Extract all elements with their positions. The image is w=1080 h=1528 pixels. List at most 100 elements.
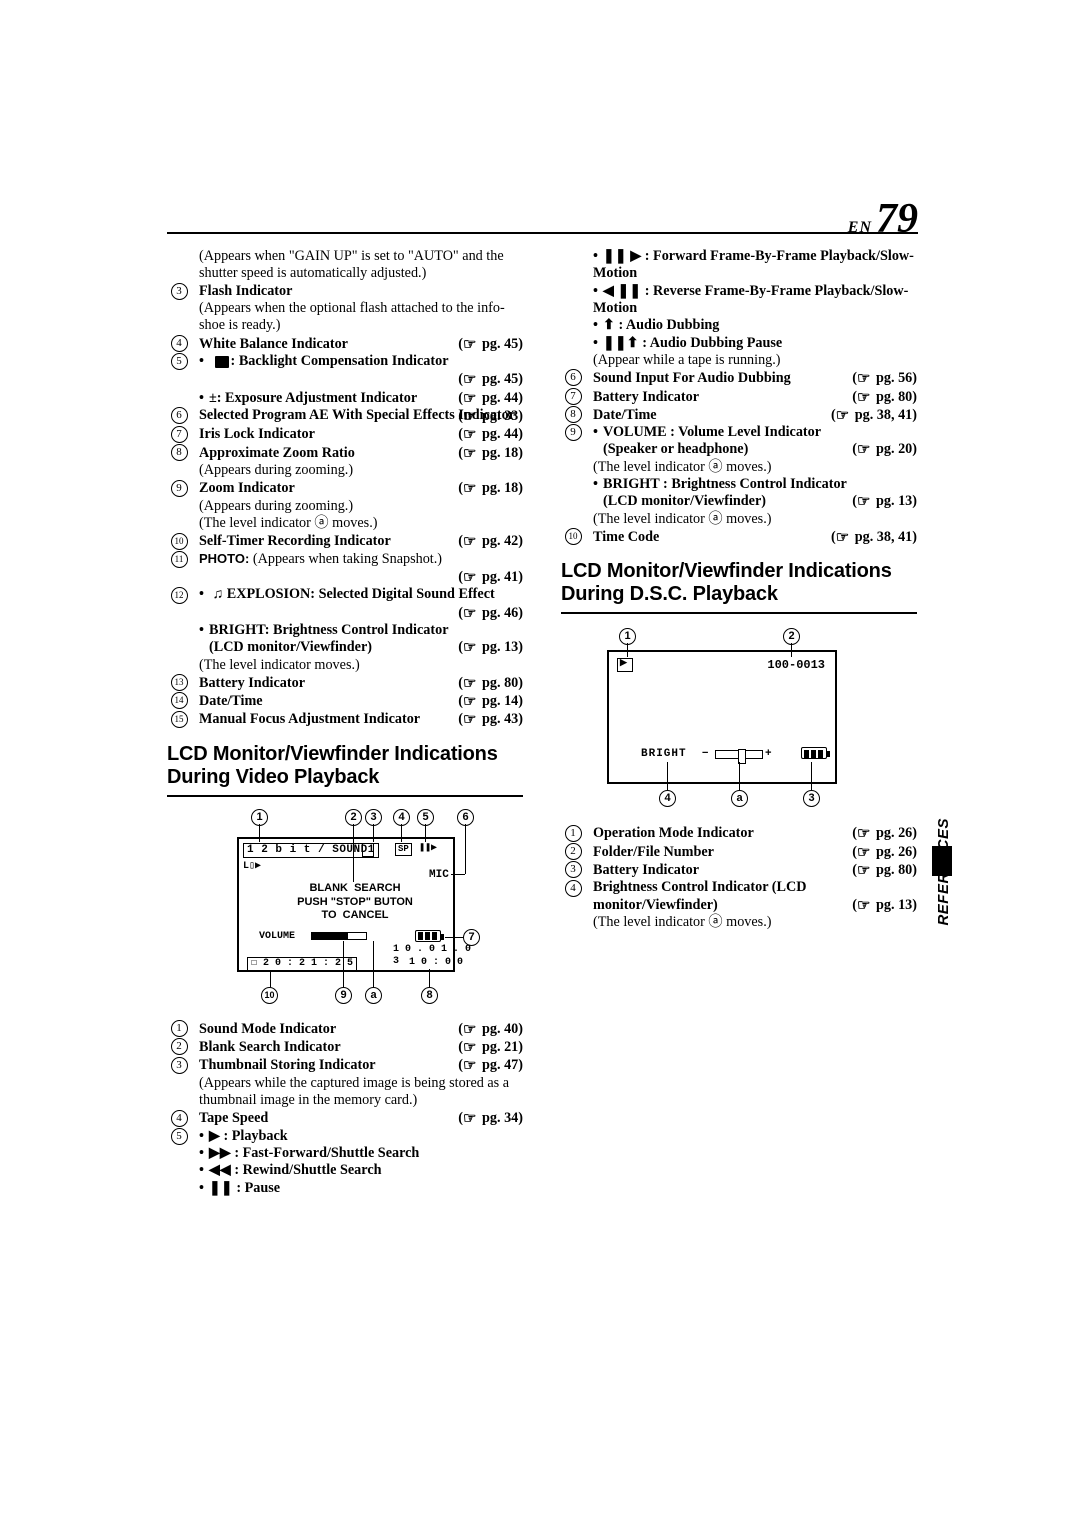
cont-dub: ⬆ : Audio Dubbing	[593, 317, 719, 333]
r-bright-pg: pg. 13	[876, 493, 912, 509]
music-icon: ♫	[213, 586, 224, 602]
vpb-thumb-pg: pg. 47	[482, 1057, 518, 1073]
zoomratio-title: Approximate Zoom Ratio	[199, 445, 355, 462]
d1-sp: SP	[395, 843, 412, 856]
backlight-title: : Backlight Compensation Indicator	[231, 353, 449, 369]
exposure-pg: pg. 44	[482, 390, 518, 406]
top-rule	[167, 232, 918, 234]
references-marker	[932, 846, 952, 876]
cont-dub-pause: ❚❚⬆ : Audio Dubbing Pause	[593, 335, 782, 351]
dsc-bright-note: (The level indicator ⓐ moves.)	[593, 914, 771, 930]
d1-mic: MIC	[429, 869, 449, 882]
mf-pg: pg. 43	[482, 711, 518, 727]
item-flash: 3 Flash Indicator (Appears when the opti…	[167, 283, 523, 335]
iris-pg: pg. 44	[482, 426, 518, 442]
zoomratio-note: (Appears during zooming.)	[199, 462, 353, 478]
dsc-batt-title: Battery Indicator	[593, 862, 699, 879]
dsc-bright-pg: pg. 13	[876, 897, 912, 913]
vpb-cont: ❚❚ ▶ : Forward Frame-By-Frame Playback/S…	[561, 248, 917, 369]
cont-fwd-frame: ❚❚ ▶ : Forward Frame-By-Frame Playback/S…	[593, 248, 914, 281]
vpb-blank-pg: pg. 21	[482, 1039, 518, 1055]
r-volume-pg: pg. 20	[876, 441, 912, 457]
r-volume-note: (The level indicator ⓐ moves.)	[593, 459, 771, 475]
d1-sound: 1 2 b i t / SOUND1	[243, 843, 379, 858]
backlight-pg: pg. 45	[482, 371, 518, 387]
vpb-thumb: 3 Thumbnail Storing Indicator (☞ pg. 47)…	[167, 1056, 523, 1109]
item-selftimer: 10 Self-Timer Recording Indicator (☞ pg.…	[167, 532, 523, 550]
flash-note: (Appears when the optional flash attache…	[199, 300, 505, 333]
right-column: ❚❚ ▶ : Forward Frame-By-Frame Playback/S…	[561, 248, 917, 1197]
item-batt: 13 Battery Indicator (☞ pg. 80)	[167, 674, 523, 692]
d1-blank: BLANK SEARCHPUSH "STOP" BUTONTO CANCEL	[285, 882, 425, 923]
zoom-pg: pg. 18	[482, 480, 518, 496]
d1-battery-icon	[415, 930, 441, 942]
vpb-play: ▶ : Playback	[199, 1128, 288, 1144]
sfx-pg: pg. 46	[482, 605, 518, 621]
selftimer-pg: pg. 42	[482, 533, 518, 549]
r-datetime: 8 Date/Time (☞ pg. 38, 41)	[561, 406, 917, 424]
d1-play: ❚❚▶	[419, 843, 437, 855]
vpb-sound-pg: pg. 40	[482, 1021, 518, 1037]
r-batt-pg: pg. 80	[876, 389, 912, 405]
r-timecode-pg: pg. 38, 41	[855, 529, 913, 545]
bright-title: BRIGHT: Brightness Control Indicator (LC…	[209, 622, 448, 655]
bright-pg: pg. 13	[482, 639, 518, 655]
cont-rev-frame: ◀ ❚❚ : Reverse Frame-By-Frame Playback/S…	[593, 283, 908, 316]
vpb-blank: 2 Blank Search Indicator (☞ pg. 21)	[167, 1038, 523, 1056]
gainup-note: (Appears when "GAIN UP" is set to "AUTO"…	[167, 248, 523, 283]
item-mf: 15 Manual Focus Adjustment Indicator (☞ …	[167, 710, 523, 728]
section-rule	[167, 795, 523, 797]
batt-title: Battery Indicator	[199, 675, 305, 692]
ae-pg: pg. 33	[482, 408, 518, 424]
dsc-folder: 2 Folder/File Number (☞ pg. 26)	[561, 843, 917, 861]
section-video-playback: LCD Monitor/Viewfinder Indications Durin…	[167, 743, 523, 789]
flash-title: Flash Indicator	[199, 283, 292, 299]
r-datetime-title: Date/Time	[593, 407, 657, 424]
exposure-title: ±: Exposure Adjustment Indicator	[209, 390, 417, 406]
r-sound-pg: pg. 56	[876, 370, 912, 386]
datetime-title: Date/Time	[199, 693, 263, 710]
photo-pg: pg. 41	[482, 569, 518, 585]
dsc-opmode: 1 Operation Mode Indicator (☞ pg. 26)	[561, 824, 917, 842]
dsc-batt-pg: pg. 80	[876, 862, 912, 878]
section-dsc-playback: LCD Monitor/Viewfinder Indications Durin…	[561, 560, 917, 606]
datetime-pg: pg. 14	[482, 693, 518, 709]
vpb-tape: 4 Tape Speed (☞ pg. 34)	[167, 1109, 523, 1127]
dsc-opmode-pg: pg. 26	[876, 825, 912, 841]
vpb-blank-title: Blank Search Indicator	[199, 1039, 341, 1056]
d1-tc: ☐ 2 0 : 2 1 : 2 5	[247, 957, 357, 971]
r-timecode-title: Time Code	[593, 529, 659, 546]
d1-vol: VOLUME	[259, 931, 295, 943]
d2-battery-icon	[801, 747, 827, 759]
item-datetime: 14 Date/Time (☞ pg. 14)	[167, 692, 523, 710]
batt-pg: pg. 80	[482, 675, 518, 691]
d2-bright-label: BRIGHT	[641, 748, 687, 760]
r-batt-title: Battery Indicator	[593, 389, 699, 406]
dsc-bright: 4 Brightness Control Indicator (LCD moni…	[561, 879, 917, 931]
selftimer-title: Self-Timer Recording Indicator	[199, 533, 391, 550]
photo-rest: (Appears when taking Snapshot.)	[249, 551, 442, 567]
r-bright-note: (The level indicator ⓐ moves.)	[593, 511, 771, 527]
wb-title: White Balance Indicator	[199, 336, 348, 353]
item-zoom: 9 Zoom Indicator (☞ pg. 18) (Appears dur…	[167, 479, 523, 532]
item-sfx: 12 ♫ EXPLOSION: Selected Digital Sound E…	[167, 586, 523, 674]
dsc-folder-title: Folder/File Number	[593, 844, 714, 861]
vpb-ff: ▶▶ : Fast-Forward/Shuttle Search	[199, 1145, 419, 1161]
item-photo: 11 PHOTO: (Appears when taking Snapshot.…	[167, 551, 523, 587]
item-wb: 4 White Balance Indicator (☞ pg. 45)	[167, 335, 523, 353]
dsc-playback-diagram: 100-0013 BRIGHT − + 1 2 4 a 3	[593, 628, 851, 806]
vpb-tape-title: Tape Speed	[199, 1110, 268, 1127]
d2-plus: +	[765, 748, 772, 761]
cont-note: (Appear while a tape is running.)	[593, 352, 781, 368]
d1-time: 1 0 : 0 0	[409, 957, 463, 969]
left-column: (Appears when "GAIN UP" is set to "AUTO"…	[167, 248, 523, 1197]
vpb-pause: ❚❚ : Pause	[199, 1180, 280, 1196]
zoom-note2: (The level indicator ⓐ moves.)	[199, 515, 377, 531]
sfx-title: EXPLOSION: Selected Digital Sound Effect	[223, 586, 495, 602]
dsc-opmode-title: Operation Mode Indicator	[593, 825, 754, 842]
r-datetime-pg: pg. 38, 41	[855, 407, 913, 423]
vpb-sound-title: Sound Mode Indicator	[199, 1021, 336, 1038]
zoom-note1: (Appears during zooming.)	[199, 498, 353, 514]
iris-title: Iris Lock Indicator	[199, 426, 315, 443]
mf-title: Manual Focus Adjustment Indicator	[199, 711, 420, 728]
